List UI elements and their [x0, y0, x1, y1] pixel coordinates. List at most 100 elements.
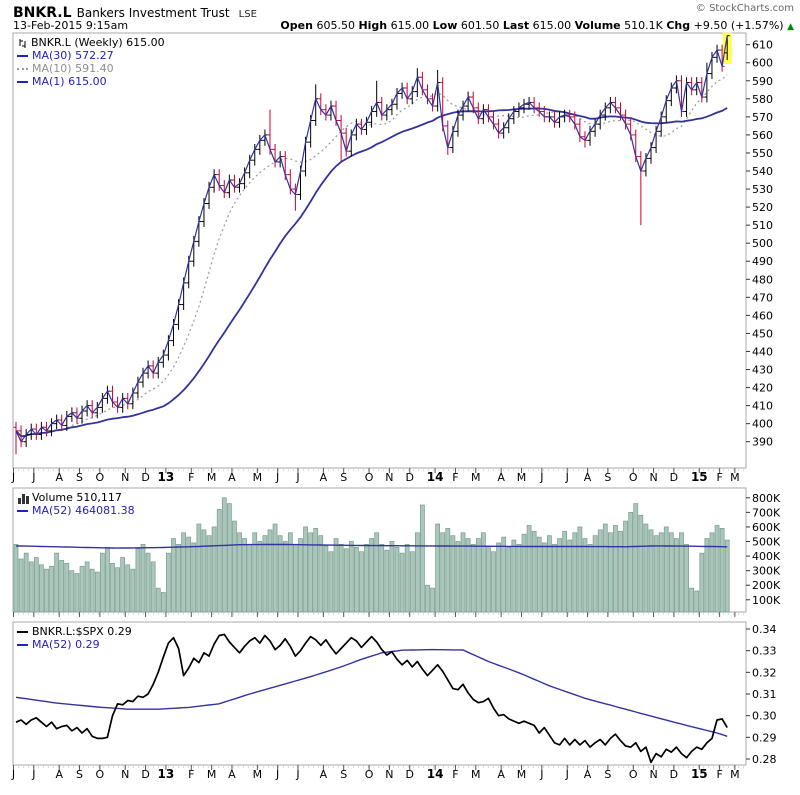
month-label: S [76, 768, 83, 781]
last-value: 615.00 [532, 19, 572, 32]
month-label: M [730, 471, 740, 484]
quote-bar: Open 605.50 High 615.00 Low 601.50 Last … [280, 19, 794, 32]
month-label: D [670, 471, 678, 484]
ma1-close-line [15, 35, 728, 443]
ma30-line [15, 107, 728, 438]
volume-ma-swatch [17, 510, 28, 512]
month-label: F [716, 471, 722, 484]
ratio-legend: BNKR.L:$SPX 0.29 MA(52) 0.29 [17, 625, 132, 651]
month-label: D [405, 471, 413, 484]
price-tick-label: 400 [752, 418, 773, 431]
month-label: N [649, 471, 657, 484]
ratio-tick-label: 0.32 [752, 666, 777, 679]
month-label: 14 [427, 470, 444, 484]
month-label: A [55, 471, 63, 484]
ratio-line [15, 633, 728, 764]
month-label: M [517, 471, 527, 484]
ratio-line-swatch [17, 631, 28, 633]
volume-legend-title: Volume 510,117 [32, 491, 122, 504]
month-label: S [76, 471, 83, 484]
price-legend-title: BNKR.L (Weekly) 615.00 [31, 36, 165, 49]
chg-label: Chg [666, 19, 691, 32]
month-label: J [539, 768, 543, 781]
ratio-tick-label: 0.33 [752, 645, 777, 658]
month-label: F [452, 471, 458, 484]
month-label: J [275, 471, 279, 484]
chg-value: +9.50 (+1.57%) [693, 19, 784, 32]
month-axis: J J A S O N D 13 F M A M J J A S O N D 14 F M A M J J A S O N D 15 F MJ J A… [11, 468, 746, 781]
month-label: A [320, 768, 328, 781]
month-label: D [141, 471, 149, 484]
price-tick-label: 580 [752, 93, 773, 106]
volume-tick-label: 800K [752, 492, 781, 505]
month-label: N [121, 768, 129, 781]
ma1-line-swatch [17, 81, 28, 83]
price-tick-label: 500 [752, 237, 773, 250]
price-bars [13, 35, 730, 455]
ratio-tick-label: 0.30 [752, 710, 777, 723]
month-label: A [497, 768, 505, 781]
month-label: J [11, 471, 15, 484]
chart-title: BNKR.L Bankers Investment Trust LSE [13, 2, 257, 21]
price-tick-label: 610 [752, 39, 773, 52]
price-tick-label: 600 [752, 57, 773, 70]
ma1-legend: MA(1) 615.00 [32, 75, 107, 88]
month-label: M [471, 768, 481, 781]
ma30-legend: MA(30) 572.27 [32, 49, 114, 62]
price-tick-label: 390 [752, 436, 773, 449]
open-value: 605.50 [316, 19, 355, 32]
ma10-legend: MA(10) 591.40 [32, 62, 114, 75]
month-label: 13 [158, 470, 175, 484]
month-label: A [497, 471, 505, 484]
month-label: F [452, 768, 458, 781]
month-label: J [275, 768, 279, 781]
ratio-tick-label: 0.31 [752, 688, 777, 701]
price-tick-label: 420 [752, 382, 773, 395]
price-tick-label: 460 [752, 309, 773, 322]
month-label: S [604, 471, 611, 484]
low-value: 601.50 [460, 19, 500, 32]
month-label: M [207, 768, 217, 781]
price-legend: BNKR.L (Weekly) 615.00 MA(30) 572.27 MA(… [17, 36, 165, 88]
open-label: Open [280, 19, 313, 32]
month-label: A [55, 768, 63, 781]
month-label: O [629, 768, 638, 781]
price-tick-label: 440 [752, 345, 773, 358]
price-tick-label: 590 [752, 75, 773, 88]
volume-value: 510.1K [624, 19, 663, 32]
month-label: 15 [691, 470, 708, 484]
last-label: Last [502, 19, 530, 32]
price-tick-label: 480 [752, 273, 773, 286]
month-label: M [207, 471, 217, 484]
month-label: O [365, 471, 374, 484]
ratio-legend-title: BNKR.L:$SPX 0.29 [32, 625, 132, 638]
price-panel [13, 32, 732, 455]
volume-ma52-line [15, 543, 728, 549]
price-tick-label: 490 [752, 255, 773, 268]
month-label: J [539, 471, 543, 484]
month-label: M [471, 471, 481, 484]
ratio-tick-label: 0.28 [752, 753, 777, 766]
ratio-ma-legend: MA(52) 0.29 [32, 638, 100, 651]
ratio-panel [15, 633, 728, 764]
month-label: F [188, 768, 194, 781]
month-label: D [670, 768, 678, 781]
month-label: A [584, 471, 592, 484]
month-label: S [340, 471, 347, 484]
volume-tick-label: 400K [752, 550, 781, 563]
month-label: S [340, 768, 347, 781]
volume-panel [13, 497, 730, 613]
low-label: Low [432, 19, 458, 32]
volume-legend: Volume 510,117 MA(52) 464081.38 [17, 491, 135, 517]
volume-bars-icon [18, 493, 29, 504]
volume-ma-legend: MA(52) 464081.38 [32, 504, 135, 517]
ratio-tick-label: 0.29 [752, 731, 777, 744]
high-label: High [358, 19, 388, 32]
month-label: J [565, 471, 569, 484]
month-label: O [96, 471, 105, 484]
month-label: 14 [427, 767, 444, 781]
month-label: N [385, 471, 393, 484]
volume-tick-label: 700K [752, 506, 781, 519]
